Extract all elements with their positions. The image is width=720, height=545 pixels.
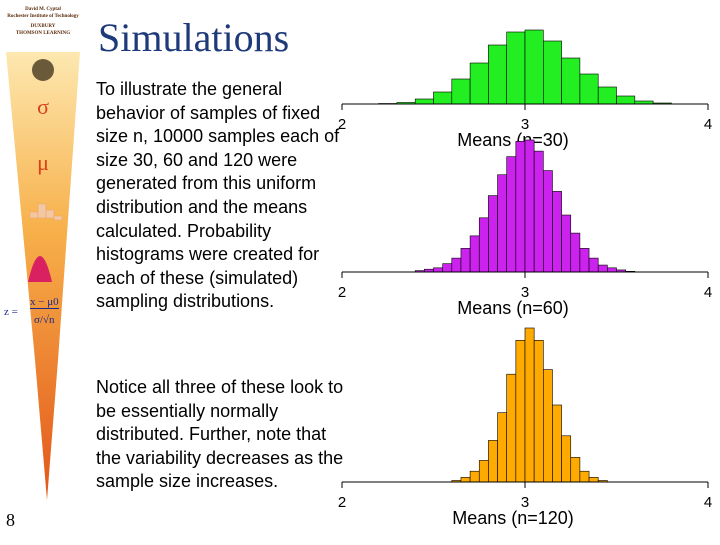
histogram-bar	[433, 91, 453, 105]
mini-histogram-icon	[29, 203, 63, 221]
histogram-bar	[533, 340, 544, 483]
histogram-bar	[451, 78, 471, 105]
x-tick-label: 2	[338, 284, 346, 301]
histogram-bar	[524, 29, 544, 105]
bell-curve-icon	[28, 256, 52, 282]
x-tick-label: 3	[521, 284, 529, 301]
x-tick-label: 3	[521, 116, 529, 133]
sigma-icon: σ	[37, 94, 49, 119]
histogram-bar	[460, 477, 471, 483]
x-tick-label: 3	[521, 494, 529, 511]
histogram-bar	[515, 340, 526, 483]
histogram-bar	[506, 156, 517, 273]
histogram-bar	[579, 470, 590, 483]
histogram-bar	[597, 86, 617, 105]
formula-numerator: x − μ0	[30, 296, 59, 309]
histogram-bar	[579, 248, 590, 273]
body-paragraph-1: To illustrate the general behavior of sa…	[96, 79, 340, 312]
histogram-n60: 2 3 4 Means (n=60)	[338, 139, 712, 318]
slide-title: Simulations	[98, 15, 290, 60]
credit-line: David M. Cyptal	[25, 7, 61, 12]
histogram-bar	[570, 232, 581, 273]
histogram-n30: 2 3 4 Means (n=30)	[338, 29, 712, 150]
histogram-bar	[451, 257, 462, 273]
histogram-bar	[478, 460, 489, 483]
histogram-bar	[588, 477, 599, 483]
histogram-n120: 2 3 4 Means (n=120)	[338, 327, 712, 528]
histogram-bar	[497, 412, 507, 483]
histogram-bar	[616, 95, 636, 105]
histogram-bar	[533, 150, 544, 273]
histogram-bar	[478, 217, 489, 273]
globe-icon	[32, 59, 54, 81]
histogram-bar	[579, 73, 599, 105]
histogram-bar	[488, 44, 507, 105]
histogram-bar	[488, 195, 498, 273]
histogram-bar	[570, 457, 581, 483]
histogram-bar	[460, 248, 471, 273]
credit-line: Rochester Institute of Technology	[7, 14, 79, 19]
histogram-bar	[552, 404, 562, 483]
histogram-bar	[469, 470, 480, 483]
credit-line: THOMSON LEARNING	[15, 31, 71, 36]
x-tick-label: 2	[338, 116, 346, 133]
sidebar-credit: David M. Cyptal Rochester Institute of T…	[4, 6, 82, 37]
histogram-bar	[488, 440, 498, 483]
histogram-bar	[607, 267, 617, 273]
sidebar-illustration: σ μ	[6, 52, 80, 500]
x-tick-label: 4	[704, 116, 712, 133]
x-tick-label: 4	[704, 284, 712, 301]
histogram-bar	[497, 174, 507, 273]
credit-line: DUXBURY	[30, 24, 56, 29]
formula-z: z =	[4, 306, 18, 318]
histogram-bar	[588, 257, 599, 273]
histogram-bar	[552, 191, 562, 273]
histogram-bar	[433, 267, 443, 273]
histogram-bar	[506, 31, 526, 105]
x-axis-label: Means (n=120)	[452, 508, 574, 528]
mu-icon: μ	[37, 150, 49, 175]
histogram-bar	[515, 141, 526, 273]
x-axis-label: Means (n=30)	[457, 130, 569, 150]
x-axis-label: Means (n=60)	[457, 298, 569, 318]
histogram-bar	[442, 263, 453, 273]
histogram-bar	[561, 214, 572, 273]
histogram-bar	[561, 435, 572, 483]
histogram-bar	[542, 170, 553, 273]
formula-denominator: σ/√n	[34, 314, 55, 326]
x-tick-label: 2	[338, 494, 346, 511]
slide-number: 8	[6, 510, 15, 530]
histogram-bar	[469, 62, 489, 105]
histogram-bar	[524, 327, 535, 483]
histogram-bar	[506, 373, 517, 483]
x-tick-label: 4	[704, 494, 712, 511]
sidebar-decoration: σ μ David M. Cyptal Rochester Institute …	[0, 0, 90, 540]
histogram-bar	[542, 40, 562, 105]
histogram-bar	[542, 369, 553, 483]
histogram-bar	[414, 98, 434, 105]
histogram-bar	[469, 235, 480, 273]
histogram-bar	[597, 264, 608, 273]
histogram-bar	[524, 139, 535, 273]
histogram-bar	[561, 57, 581, 105]
body-paragraph-2: Notice all three of these look to be ess…	[96, 377, 344, 492]
